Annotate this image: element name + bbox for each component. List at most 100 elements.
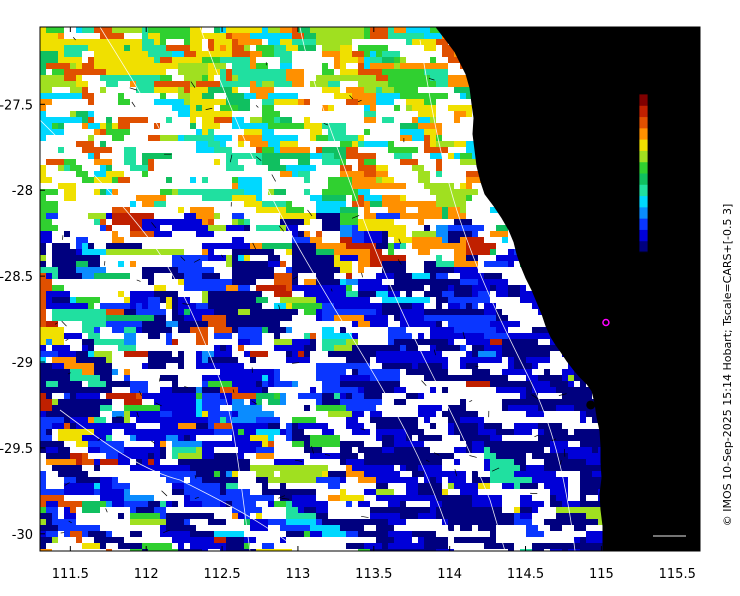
sst-cell — [262, 549, 268, 555]
sst-cell — [304, 285, 310, 291]
sst-cell — [238, 249, 244, 255]
sst-cell — [244, 429, 250, 435]
sst-cell — [274, 243, 280, 249]
sst-cell — [310, 519, 316, 525]
sst-cell — [394, 333, 400, 339]
sst-cell — [364, 297, 370, 303]
sst-cell — [334, 183, 340, 189]
sst-cell — [244, 33, 250, 39]
sst-cell — [268, 273, 274, 279]
sst-cell — [316, 255, 322, 261]
sst-cell — [166, 57, 172, 63]
sst-cell — [154, 429, 160, 435]
sst-cell — [238, 69, 244, 75]
sst-cell — [496, 261, 502, 267]
sst-cell — [448, 207, 454, 213]
sst-cell — [142, 159, 148, 165]
sst-cell — [238, 105, 244, 111]
sst-cell — [454, 471, 460, 477]
sst-cell — [58, 423, 64, 429]
sst-cell — [64, 267, 70, 273]
sst-cell — [364, 399, 370, 405]
sst-cell — [70, 405, 76, 411]
sst-cell — [154, 135, 160, 141]
sst-cell — [574, 525, 580, 531]
sst-cell — [262, 267, 268, 273]
sst-cell — [232, 189, 238, 195]
sst-cell — [340, 339, 346, 345]
sst-cell — [370, 315, 376, 321]
sst-cell — [376, 57, 382, 63]
sst-cell — [94, 393, 100, 399]
sst-cell — [436, 465, 442, 471]
sst-cell — [226, 483, 232, 489]
sst-cell — [484, 321, 490, 327]
sst-cell — [190, 399, 196, 405]
sst-cell — [250, 267, 256, 273]
sst-cell — [214, 417, 220, 423]
sst-cell — [556, 507, 562, 513]
sst-cell — [280, 99, 286, 105]
sst-cell — [268, 123, 274, 129]
sst-cell — [442, 357, 448, 363]
sst-cell — [520, 405, 526, 411]
sst-cell — [64, 447, 70, 453]
sst-cell — [574, 459, 580, 465]
sst-cell — [262, 327, 268, 333]
sst-cell — [70, 393, 76, 399]
sst-cell — [430, 201, 436, 207]
sst-cell — [448, 279, 454, 285]
sst-cell — [100, 87, 106, 93]
sst-cell — [508, 429, 514, 435]
sst-cell — [388, 525, 394, 531]
sst-cell — [136, 75, 142, 81]
sst-cell — [328, 261, 334, 267]
sst-cell — [208, 531, 214, 537]
sst-cell — [202, 243, 208, 249]
sst-cell — [400, 363, 406, 369]
sst-cell — [340, 45, 346, 51]
sst-cell — [160, 135, 166, 141]
sst-cell — [322, 369, 328, 375]
sst-cell — [226, 225, 232, 231]
sst-cell — [424, 309, 430, 315]
sst-cell — [400, 159, 406, 165]
sst-cell — [550, 489, 556, 495]
sst-cell — [502, 465, 508, 471]
sst-cell — [148, 39, 154, 45]
sst-cell — [418, 171, 424, 177]
sst-cell — [142, 117, 148, 123]
sst-cell — [538, 435, 544, 441]
sst-cell — [400, 123, 406, 129]
sst-cell — [352, 543, 358, 549]
sst-cell — [232, 321, 238, 327]
sst-cell — [154, 459, 160, 465]
sst-cell — [64, 453, 70, 459]
sst-cell — [190, 87, 196, 93]
sst-cell — [274, 309, 280, 315]
sst-cell — [184, 495, 190, 501]
sst-cell — [202, 285, 208, 291]
sst-cell — [424, 237, 430, 243]
sst-cell — [346, 99, 352, 105]
sst-cell — [502, 477, 508, 483]
sst-cell — [364, 351, 370, 357]
sst-cell — [346, 189, 352, 195]
sst-cell — [358, 531, 364, 537]
sst-cell — [220, 195, 226, 201]
sst-cell — [154, 33, 160, 39]
sst-cell — [388, 69, 394, 75]
sst-cell — [82, 327, 88, 333]
sst-cell — [142, 543, 148, 549]
sst-cell — [94, 525, 100, 531]
sst-cell — [376, 537, 382, 543]
sst-cell — [226, 303, 232, 309]
sst-cell — [70, 423, 76, 429]
sst-cell — [244, 105, 250, 111]
sst-cell — [232, 63, 238, 69]
sst-cell — [112, 453, 118, 459]
sst-cell — [226, 165, 232, 171]
sst-cell — [178, 87, 184, 93]
sst-cell — [448, 513, 454, 519]
sst-cell — [196, 453, 202, 459]
